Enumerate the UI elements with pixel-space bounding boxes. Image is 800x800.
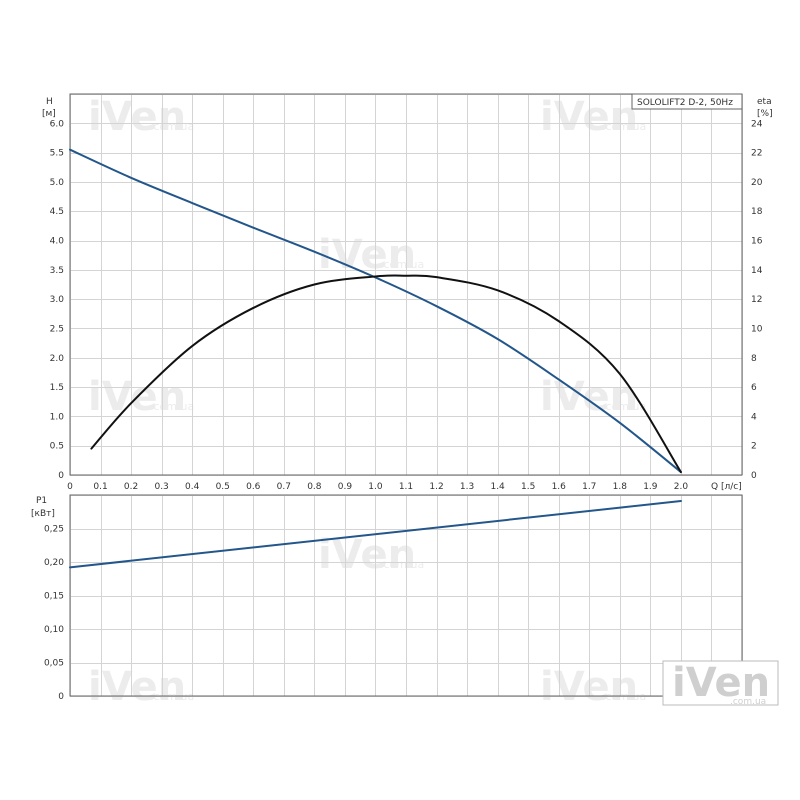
- y2-tick-label: 12: [751, 295, 762, 305]
- y-tick-label: 5.0: [50, 178, 65, 188]
- brand-logo: iVen .com.ua: [662, 660, 779, 707]
- watermark: iVen.com.ua: [88, 374, 194, 420]
- y-tick-label: 0.5: [50, 442, 64, 452]
- y-tick-label: 4.0: [50, 237, 65, 247]
- y-tick-label: 2.5: [50, 324, 64, 334]
- watermark: iVen.com.ua: [88, 664, 194, 710]
- y2-tick-label: 24: [751, 119, 763, 129]
- x-tick-label: 1.3: [460, 482, 474, 492]
- chart-title-box: [631, 93, 743, 110]
- y-tick-label: 5.5: [50, 149, 64, 159]
- watermark: iVen.com.ua: [318, 232, 424, 278]
- y2-tick-label: 22: [751, 149, 762, 159]
- power-curve: [69, 500, 682, 569]
- y-tick-label: 2.0: [50, 354, 65, 364]
- y2-tick-label: 6: [751, 383, 757, 393]
- watermark: iVen.com.ua: [540, 94, 646, 140]
- power-axis-label: P1: [36, 496, 47, 506]
- y-tick-label: 3.0: [50, 295, 65, 305]
- y2-axis-label: eta: [757, 97, 772, 107]
- x-tick-label: 0: [67, 482, 73, 492]
- y-tick-labels: 0 0.5 1.0 1.5 2.0 2.5 3.0 3.5 4.0 4.5 5.0 5.5 6.0: [50, 119, 65, 481]
- x-tick-label: 1.7: [582, 482, 596, 492]
- plot-frame-top: [69, 93, 743, 476]
- x-tick-label: 2.0: [674, 482, 689, 492]
- x-tick-label: 1.0: [368, 482, 383, 492]
- power-tick-label: 0,25: [44, 525, 64, 535]
- power-tick-label: 0,20: [44, 558, 64, 568]
- x-axis-label: Q [л/с]: [711, 482, 742, 492]
- power-tick-label: 0,15: [44, 592, 64, 602]
- svg-text:iVen: iVen: [318, 232, 416, 278]
- eta-curve: [90, 274, 682, 474]
- x-tick-label: 0.5: [216, 482, 230, 492]
- x-tick-labels: 0 0.1 0.2 0.3 0.4 0.5 0.6 0.7 0.8 0.9 1.0 1.1 1.2 1.3…: [67, 482, 688, 492]
- y2-tick-label: 20: [751, 178, 763, 188]
- y2-tick-label: 18: [751, 207, 763, 217]
- watermark-layer: iVen.com.ua iVen.com.ua iVen.com.ua iVen…: [88, 94, 646, 710]
- y2-tick-label: 0: [751, 471, 757, 481]
- y2-tick-label: 16: [751, 237, 763, 247]
- x-tick-label: 0.7: [277, 482, 291, 492]
- power-tick-label: 0,10: [44, 625, 64, 635]
- plot-frame-bottom: [69, 494, 743, 697]
- y-tick-label: 0: [58, 471, 64, 481]
- x-tick-label: 1.6: [552, 482, 567, 492]
- series-top: [69, 148, 682, 474]
- svg-text:.com.ua: .com.ua: [380, 258, 424, 271]
- svg-text:.com.ua: .com.ua: [150, 120, 194, 133]
- svg-text:.com.ua: .com.ua: [150, 400, 194, 413]
- svg-text:.com.ua: .com.ua: [602, 400, 646, 413]
- power-tick-label: 0: [58, 692, 64, 702]
- watermark: iVen.com.ua: [318, 532, 424, 578]
- chart-title: SOLOLIFT2 D-2, 50Hz: [637, 98, 733, 108]
- x-tick-label: 0.9: [338, 482, 353, 492]
- x-tick-label: 0.8: [307, 482, 322, 492]
- x-tick-label: 1.4: [490, 482, 505, 492]
- logo-brand-text: iVen: [672, 660, 770, 706]
- y2-tick-label: 8: [751, 354, 757, 364]
- x-tick-label: 1.5: [521, 482, 535, 492]
- power-tick-label: 0,05: [44, 659, 64, 669]
- x-tick-label: 1.2: [429, 482, 443, 492]
- x-tick-label: 0.3: [154, 482, 168, 492]
- y-axis-unit: [м]: [42, 109, 56, 119]
- y-tick-label: 4.5: [50, 207, 64, 217]
- x-tick-label: 0.2: [124, 482, 138, 492]
- y2-tick-label: 2: [751, 442, 757, 452]
- power-tick-labels: 0 0,05 0,10 0,15 0,20 0,25: [44, 525, 64, 703]
- svg-text:iVen: iVen: [88, 94, 186, 140]
- y-axis-label: H: [46, 97, 53, 107]
- y-tick-label: 6.0: [50, 119, 65, 129]
- x-tick-label: 1.9: [643, 482, 658, 492]
- y2-tick-label: 10: [751, 324, 763, 334]
- y-tick-label: 3.5: [50, 266, 64, 276]
- y2-axis-unit: [%]: [757, 109, 773, 119]
- svg-text:iVen: iVen: [88, 664, 186, 710]
- y-tick-label: 1.0: [50, 412, 65, 422]
- logo-domain-text: .com.ua: [730, 697, 766, 707]
- series-bottom: [69, 500, 682, 569]
- power-axis-unit: [кВт]: [31, 509, 55, 519]
- head-curve: [69, 148, 682, 474]
- svg-text:.com.ua: .com.ua: [602, 120, 646, 133]
- watermark: iVen.com.ua: [540, 664, 646, 710]
- x-tick-label: 0.1: [93, 482, 107, 492]
- x-tick-label: 0.6: [246, 482, 261, 492]
- y2-tick-label: 14: [751, 266, 763, 276]
- y2-tick-label: 4: [751, 412, 757, 422]
- watermark: iVen.com.ua: [540, 374, 646, 420]
- x-tick-label: 0.4: [185, 482, 200, 492]
- x-tick-label: 1.8: [613, 482, 628, 492]
- svg-text:iVen: iVen: [318, 532, 416, 578]
- x-tick-label: 1.1: [399, 482, 413, 492]
- watermark: iVen.com.ua: [88, 94, 194, 140]
- y-tick-label: 1.5: [50, 383, 64, 393]
- svg-text:.com.ua: .com.ua: [380, 558, 424, 571]
